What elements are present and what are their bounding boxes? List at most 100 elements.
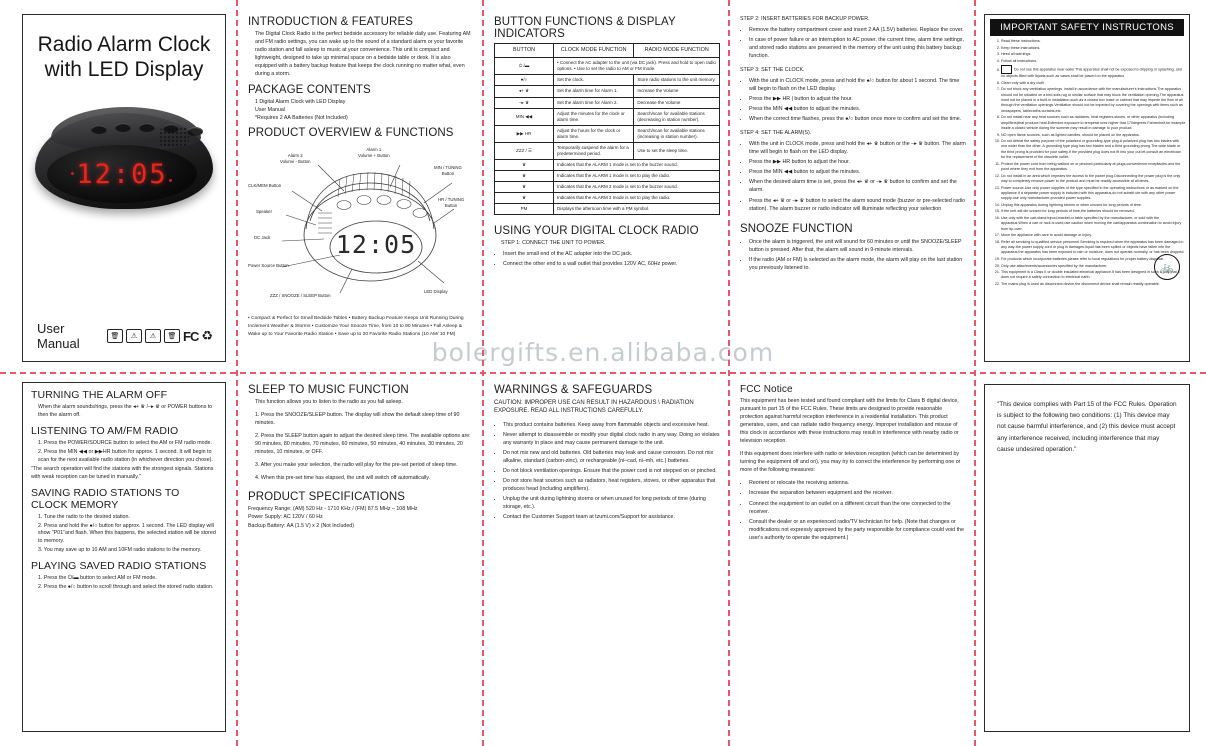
row-radio: Search/scan for available stations (incr… <box>633 124 720 143</box>
list-item: Follow all instructions. <box>1001 59 1186 64</box>
step2-bullets: Remove the battery compartment cover and… <box>740 26 966 60</box>
row-text: Indicates that the ALARM 2 mode is set t… <box>553 181 720 194</box>
list-item: Do not mix new and old batteries. Old ba… <box>503 449 720 465</box>
fcc-panel: FCC Notice This equipment has been teste… <box>740 384 966 732</box>
battery-disposal-icon: 🗑 <box>164 329 180 343</box>
row-icon: ◂+ ♛ <box>494 85 554 98</box>
table-row: ♛ Indicates that the ALARM 1 mode is set … <box>494 158 720 172</box>
list-item: Do not install in an area which impedes … <box>1001 174 1186 185</box>
safety-heading: IMPORTANT SAFETY INSTRUCTONS <box>990 19 1184 36</box>
list-item: With the unit in CLOCK mode, press and h… <box>749 140 966 156</box>
ce-icon: ⚠ <box>126 329 142 343</box>
listening-heading: LISTENING TO AM/FM RADIO <box>31 424 179 437</box>
table-body: ⏻ /▬ • Connect the AC adapter to the unit… <box>494 57 720 216</box>
clock-top-panel <box>51 106 203 151</box>
row-clock: Adjust the minutes for the clock or alar… <box>552 107 635 126</box>
feature-bullets: • Compact & Perfect for Small Bedside Ta… <box>248 316 464 337</box>
package-item-0: 1 Digital Alarm Clock with LED Display <box>255 98 346 105</box>
specs-line-1: Power Supply: AC 120V / 60 Hz <box>248 514 323 521</box>
button-table-heading: BUTTON FUNCTIONS & DISPLAY INDICATORS <box>494 16 676 40</box>
list-item: Press the MIN ◀◀ button to adjust the mi… <box>749 105 966 113</box>
rohs-icon: ⚠ <box>145 329 161 343</box>
cover-panel: Radio Alarm Clock with LED Display 12:05… <box>22 14 226 362</box>
table-row: ●/○ Set the clock. Store radio stations to… <box>494 74 720 87</box>
clock-button-row <box>91 122 209 137</box>
display-lens: 12:05 <box>47 144 197 203</box>
diagram-label-speaker: Speaker <box>256 209 273 215</box>
diagram-label-power: Power Source Button <box>248 263 289 269</box>
col-button: BUTTON <box>494 42 554 59</box>
list-item: Unplug this apparatus during lightning s… <box>1001 203 1186 208</box>
diagram-label-zzz: ZZZ / SNOOZE / SLEEP Button <box>270 293 331 299</box>
button-functions-table: BUTTON CLOCK MODE FUNCTION RADIO MODE FU… <box>494 42 720 216</box>
list-item: Reorient or relocate the receiving anten… <box>749 479 966 487</box>
row-radio: Use to set the sleep time. <box>633 141 720 160</box>
row-icon: ⏻ /▬ <box>494 57 554 76</box>
row-icon: ●/○ <box>494 74 554 87</box>
row-icon: ▶▶ HR <box>494 124 554 143</box>
diagram-drawing: 12:05 <box>281 165 455 294</box>
warnings-heading: WARNINGS & SAFEGUARDS <box>494 384 653 396</box>
row-icon: ♛ <box>494 170 554 183</box>
row-clock: Adjust the hours for the clock or alarm … <box>552 124 635 143</box>
list-item: Keep these instructions. <box>1001 46 1186 51</box>
list-item: Do not install near any heat sources suc… <box>1001 115 1186 131</box>
row-radio: Increase the Volume <box>633 85 720 98</box>
list-item: Only use attachments/accessories specifi… <box>1001 264 1186 269</box>
row-radio: Decrease the Volume <box>633 96 720 109</box>
list-item: Do not block any ventilation openings. i… <box>1001 87 1186 114</box>
cover-title: Radio Alarm Clock with LED Display <box>23 33 225 83</box>
row-clock: Set the clock. <box>552 74 635 87</box>
listening-item-0: 1. Press the POWER/SOURCE button to sele… <box>38 439 212 446</box>
table-row: MIN ◀◀ Adjust the minutes for the clock o… <box>494 107 720 126</box>
alarm-radio-panel: TURNING THE ALARM OFF When the alarm sou… <box>22 382 226 732</box>
row-icon: ♛ <box>494 192 554 205</box>
list-item: When the desired alarm time is set, pres… <box>749 178 966 194</box>
list-item: Heed all warnings. <box>1001 52 1186 57</box>
row-icon: –▸ ♛ <box>494 96 554 109</box>
list-item: Read these instructions. <box>1001 39 1186 44</box>
user-manual-label: User Manual <box>37 321 80 351</box>
list-item: Insert the small end of the AC adapter i… <box>503 250 720 258</box>
row-text: Indicates that the ALARM 1 mode is set t… <box>553 158 720 172</box>
sleep-item-1: 2. Press the SLEEP button again to adjus… <box>255 432 471 455</box>
playing-item-1: 2. Press the ●/○ button to scroll throug… <box>38 584 214 591</box>
list-item: NO open flame sources, such as lighted c… <box>1001 133 1186 138</box>
row-icon: MIN ◀◀ <box>494 107 554 126</box>
compliance-panel: "This device complies with Part 15 of th… <box>984 384 1190 732</box>
specs-heading: PRODUCT SPECIFICATIONS <box>248 490 406 503</box>
row-text: Indicates that the ALARM 1 mode is set t… <box>553 170 720 183</box>
diagram-label-clk-mem: CLK/MEM Button <box>248 183 282 189</box>
cover-title-line1: Radio Alarm Clock <box>37 33 211 56</box>
saving-item-1: 2. Press and hold the ●/○ button for app… <box>38 522 216 545</box>
svg-text:12:05: 12:05 <box>336 230 416 259</box>
table-row: ♛ Indicates that the ALARM 1 mode is set … <box>494 170 720 183</box>
row-radio: Store radio stations to the unit memory. <box>633 74 720 87</box>
package-item-2: *Requires 2 AA Batteries (Not Included) <box>255 114 348 121</box>
sleep-intro: This function allows you to listen to th… <box>255 399 403 405</box>
sleep-item-0: 1. Press the SNOOZE/SLEEP button. The di… <box>255 411 460 426</box>
row-icon: ♛ <box>494 158 554 172</box>
alarm-off-heading: TURNING THE ALARM OFF <box>31 389 168 401</box>
compliance-statement: "This device complies with Part 15 of th… <box>997 401 1177 453</box>
intro-body: The Digital Clock Radio is the perfect b… <box>255 31 471 77</box>
fcc-para-1: This equipment has been tested and found… <box>740 398 959 444</box>
row-radio: Search/scan for available stations (decr… <box>633 107 720 126</box>
list-item: Do not store heat sources such as radiat… <box>503 477 720 493</box>
product-photo: 12:05 <box>29 101 219 213</box>
list-item: Unplug the unit during lightning storms … <box>503 495 720 511</box>
diagram-label-led: LED Display <box>424 289 448 295</box>
list-item: Do not defeat the safety purpose of the … <box>1001 139 1186 160</box>
row-clock: Set the alarm time for Alarm 2. <box>552 96 635 109</box>
cover-footer: User Manual 🗑 ⚠ ⚠ 🗑 FC ♻ <box>37 321 213 351</box>
list-item: Remove the battery compartment cover and… <box>749 26 966 34</box>
snooze-heading: SNOOZE FUNCTION <box>740 222 853 235</box>
alarm-off-body: When the alarm sounds/rings, press the ◂… <box>38 404 213 418</box>
safety-panel: IMPORTANT SAFETY INSTRUCTONS Read these … <box>984 14 1190 362</box>
snooze-bullets: Once the alarm is triggered, the unit wi… <box>740 238 966 272</box>
diagram-label-dc-jack: DC Jack <box>254 235 271 241</box>
step1-bullets: Insert the small end of the AC adapter i… <box>494 250 720 268</box>
step2-title: STEP 2: INSERT BATTERIES FOR BACKUP POWE… <box>740 16 870 22</box>
row-icon: ♛ <box>494 181 554 194</box>
